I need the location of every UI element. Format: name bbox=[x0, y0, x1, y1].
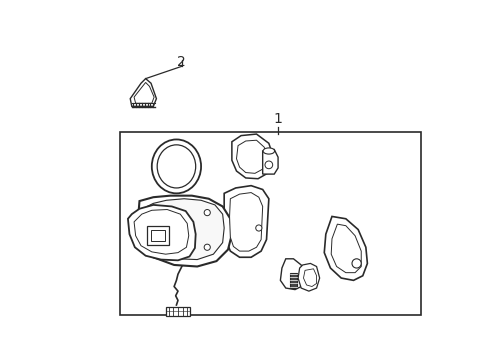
Bar bbox=[167, 306, 190, 316]
Polygon shape bbox=[138, 195, 232, 266]
Text: 1: 1 bbox=[273, 112, 283, 126]
Polygon shape bbox=[134, 82, 154, 103]
Polygon shape bbox=[303, 269, 317, 287]
Text: 2: 2 bbox=[177, 55, 186, 69]
Polygon shape bbox=[324, 216, 368, 280]
Polygon shape bbox=[232, 134, 273, 179]
Bar bbox=[147, 226, 169, 245]
Bar bbox=[120, 132, 420, 315]
Ellipse shape bbox=[263, 148, 274, 154]
Circle shape bbox=[265, 161, 273, 169]
Polygon shape bbox=[146, 199, 224, 260]
Ellipse shape bbox=[152, 139, 201, 193]
Polygon shape bbox=[237, 140, 268, 173]
Polygon shape bbox=[130, 78, 156, 106]
Polygon shape bbox=[229, 193, 263, 251]
Polygon shape bbox=[224, 186, 269, 257]
Polygon shape bbox=[331, 224, 361, 273]
Ellipse shape bbox=[157, 145, 196, 188]
Circle shape bbox=[204, 244, 210, 250]
Polygon shape bbox=[128, 205, 196, 260]
Circle shape bbox=[204, 210, 210, 216]
Circle shape bbox=[352, 259, 361, 268]
Circle shape bbox=[256, 225, 262, 231]
Polygon shape bbox=[134, 210, 189, 254]
Polygon shape bbox=[263, 149, 278, 174]
Polygon shape bbox=[280, 259, 305, 289]
Polygon shape bbox=[298, 264, 319, 291]
Bar bbox=[290, 273, 297, 288]
Bar bbox=[151, 230, 165, 241]
